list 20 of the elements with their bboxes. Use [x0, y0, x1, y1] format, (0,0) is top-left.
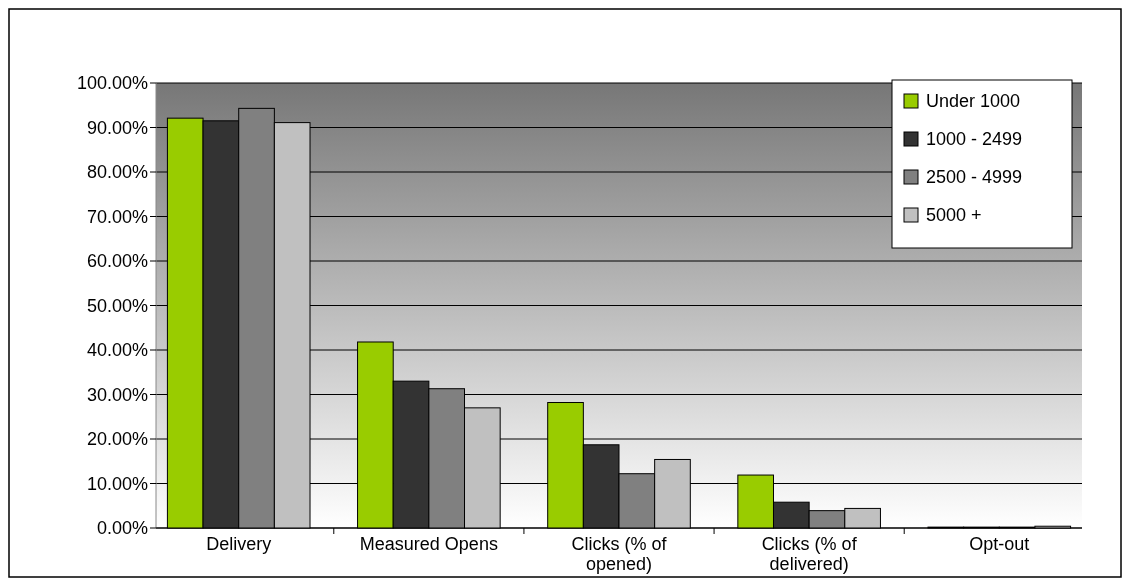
x-tick-label: Measured Opens — [359, 534, 498, 554]
y-tick-label: 100.00% — [76, 73, 148, 94]
x-tick-label: Clicks (% of delivered) — [761, 534, 858, 574]
y-tick-label: 60.00% — [86, 251, 148, 272]
y-tick-label: 40.00% — [86, 340, 148, 361]
legend-label: 5000 + — [926, 205, 982, 226]
y-tick-label: 10.00% — [86, 473, 148, 494]
y-tick-label: 30.00% — [86, 384, 148, 405]
y-tick-label: 70.00% — [86, 206, 148, 227]
y-tick-label: 80.00% — [86, 162, 148, 183]
y-tick-label: 90.00% — [86, 117, 148, 138]
y-tick-label: 0.00% — [96, 518, 148, 539]
y-tick-label: 50.00% — [86, 295, 148, 316]
x-tick-label: Opt-out — [969, 534, 1030, 554]
legend-label: 1000 - 2499 — [926, 129, 1023, 150]
y-tick-label: 20.00% — [86, 429, 148, 450]
x-tick-label: Clicks (% of opened) — [571, 534, 668, 574]
x-tick-label: Delivery — [206, 534, 272, 554]
legend-label: Under 1000 — [926, 91, 1021, 112]
legend-label: 2500 - 4999 — [926, 167, 1023, 188]
